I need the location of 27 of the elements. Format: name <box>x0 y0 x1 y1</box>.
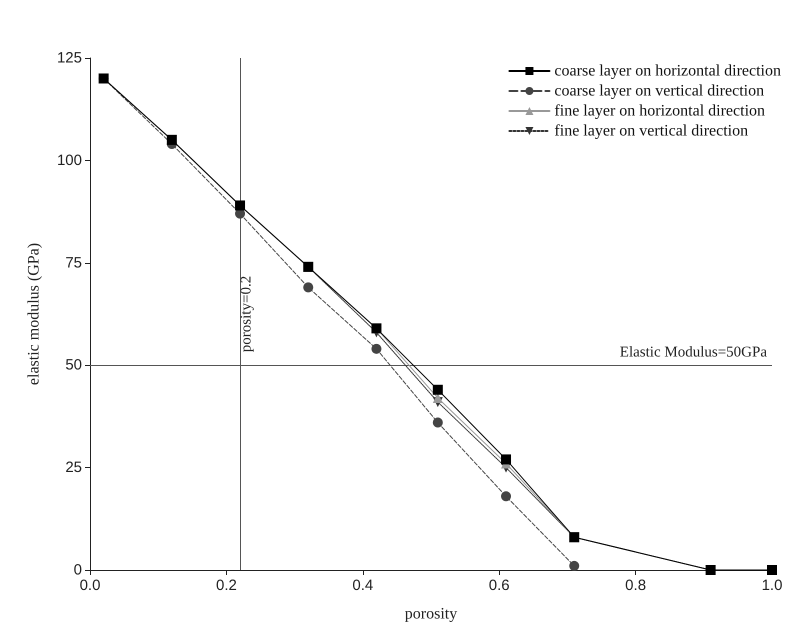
ref-line-label: Elastic Modulus=50GPa <box>620 344 768 361</box>
x-tick-label: 0.4 <box>352 577 374 594</box>
x-axis-title: porosity <box>404 606 458 622</box>
y-tick-label: 100 <box>56 152 82 169</box>
point <box>303 282 314 292</box>
x-tick-label: 0.0 <box>80 577 100 594</box>
legend-label: fine layer on horizontal direction <box>554 102 766 120</box>
y-tick-label: 50 <box>65 356 82 374</box>
y-axis-title: elastic modulus (GPa) <box>26 242 42 386</box>
x-tick-label: 0.8 <box>625 577 646 594</box>
y-tick-label: 125 <box>56 50 82 66</box>
legend-label: fine layer on vertical direction <box>554 122 748 140</box>
point <box>371 344 382 354</box>
point <box>432 418 443 428</box>
point <box>432 384 443 395</box>
y-tick-label: 0 <box>74 562 82 578</box>
x-tick-label: 0.6 <box>488 577 510 594</box>
legend-label: coarse layer on vertical direction <box>554 82 764 100</box>
x-tick-label: 1.0 <box>762 577 782 594</box>
point <box>501 454 512 464</box>
point <box>501 491 512 502</box>
legend-label: coarse layer on horizontal direction <box>554 62 782 80</box>
x-tick-label: 0.2 <box>216 577 237 594</box>
y-tick-label: 75 <box>65 254 82 272</box>
ref-line-label: porosity=0.2 <box>238 276 255 352</box>
point <box>569 560 580 571</box>
y-tick-label: 25 <box>65 459 82 476</box>
